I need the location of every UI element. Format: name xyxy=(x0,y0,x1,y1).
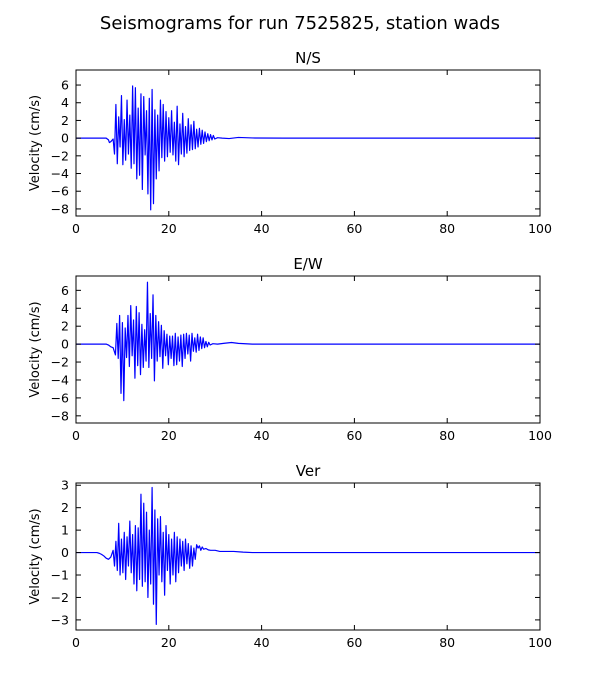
y-tick-label: −8 xyxy=(51,408,69,423)
y-tick-label: 6 xyxy=(61,283,69,298)
x-tick-label: 60 xyxy=(346,221,362,236)
series-line-ns xyxy=(76,85,540,211)
x-tick-label: 100 xyxy=(528,221,552,236)
y-axis-label-ew: Velocity (cm/s) xyxy=(28,301,43,397)
y-tick-label: 4 xyxy=(61,95,69,110)
y-tick-label: −4 xyxy=(51,372,69,387)
y-tick-label: 1 xyxy=(61,523,69,538)
y-tick-label: −3 xyxy=(51,612,69,627)
y-tick-label: −8 xyxy=(51,201,69,216)
y-tick-label: 0 xyxy=(61,131,69,146)
y-tick-label: 2 xyxy=(61,319,69,334)
plot-frame-ns xyxy=(75,69,541,217)
y-tick-label: −2 xyxy=(51,590,69,605)
series-line-ew xyxy=(76,281,540,402)
panel-title-ns: N/S xyxy=(295,49,321,67)
series-line-ver xyxy=(76,486,540,625)
y-axis-label-ver: Velocity (cm/s) xyxy=(28,508,43,604)
x-tick-label: 80 xyxy=(439,428,455,443)
x-tick-label: 0 xyxy=(72,221,80,236)
x-tick-label: 60 xyxy=(346,428,362,443)
y-tick-label: 3 xyxy=(61,478,69,493)
y-tick-label: −6 xyxy=(51,390,69,405)
plot-frame-ew xyxy=(75,275,541,424)
y-tick-label: 2 xyxy=(61,113,69,128)
panel-ns: N/S 0 20 40 60 80 100 −8 −6 −4 −2 0 2 4 6 Velocity (cm/… xyxy=(28,49,552,236)
y-tick-label: −1 xyxy=(51,568,69,583)
x-tick-label: 60 xyxy=(346,635,362,650)
x-tick-label: 80 xyxy=(439,635,455,650)
figure-title: Seismograms for run 7525825, station wad… xyxy=(100,13,500,34)
y-tick-label: −2 xyxy=(51,355,69,370)
panel-title-ver: Ver xyxy=(296,462,321,480)
panel-ew: E/W 0 20 40 60 80 100 −8 −6 −4 −2 0 2 4 6 Velocity (cm/… xyxy=(28,255,552,443)
y-tick-label: −6 xyxy=(51,184,69,199)
x-tick-label: 20 xyxy=(161,221,177,236)
y-tick-label: 2 xyxy=(61,500,69,515)
y-axis-label-ns: Velocity (cm/s) xyxy=(28,95,43,191)
y-tick-label: 4 xyxy=(61,301,69,316)
x-tick-label: 100 xyxy=(528,428,552,443)
x-tick-label: 40 xyxy=(254,221,270,236)
plot-frame-ver xyxy=(75,482,541,631)
x-tick-label: 20 xyxy=(161,428,177,443)
panel-ver: Ver 0 20 40 60 80 100 −3 −2 −1 0 1 2 3 Velocity (cm/s) xyxy=(28,462,552,650)
y-tick-label: 0 xyxy=(61,545,69,560)
x-tick-label: 40 xyxy=(254,635,270,650)
y-tick-label: 6 xyxy=(61,78,69,93)
x-tick-label: 20 xyxy=(161,635,177,650)
x-tick-label: 0 xyxy=(72,635,80,650)
x-tick-label: 100 xyxy=(528,635,552,650)
panel-title-ew: E/W xyxy=(293,255,323,273)
x-tick-label: 0 xyxy=(72,428,80,443)
x-tick-label: 80 xyxy=(439,221,455,236)
x-tick-label: 40 xyxy=(254,428,270,443)
y-tick-label: −4 xyxy=(51,166,69,181)
y-tick-label: −2 xyxy=(51,148,69,163)
y-tick-label: 0 xyxy=(61,337,69,352)
